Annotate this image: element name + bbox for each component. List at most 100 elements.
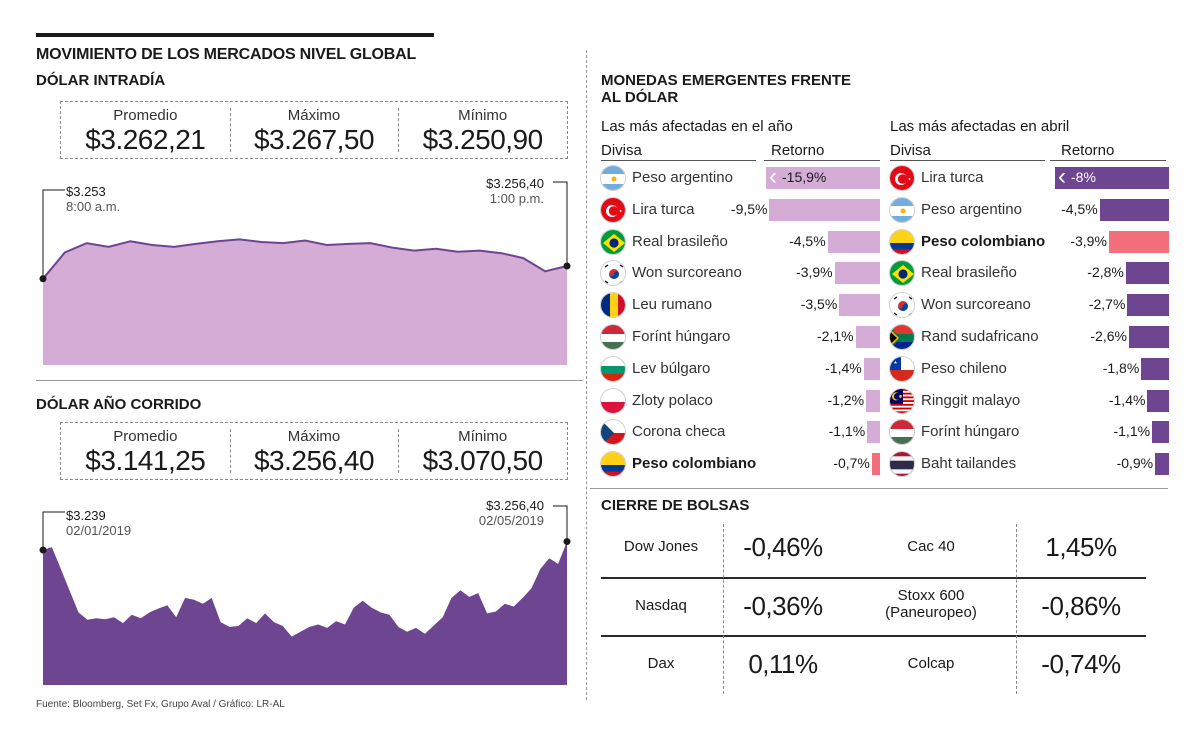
stock-index-value: 0,11% — [748, 649, 818, 680]
april-row: Forínt húngaro -1,1% — [887, 416, 1172, 448]
april-row: Peso colombiano -3,9% — [887, 226, 1172, 258]
intraday-stat-min: Mínimo $3.250,90 — [398, 102, 567, 158]
april-row: Lira turca ‹ -8% — [887, 162, 1172, 194]
intraday-end-leader — [553, 181, 568, 266]
stocks-column-divider — [1016, 524, 1017, 694]
year-row: Forínt húngaro -2,1% — [598, 321, 883, 353]
april-col-return: Retorno — [1061, 142, 1115, 159]
intraday-stats: Promedio $3.262,21 Máximo $3.267,50 Míni… — [60, 101, 568, 159]
year-row: Peso colombiano -0,7% — [598, 448, 883, 480]
stock-index-value: -0,36% — [743, 590, 823, 621]
year-return-label: -4,5% — [789, 232, 826, 249]
year-row: Peso argentino ‹ -15,9% — [598, 162, 883, 194]
yearly-end-dot — [563, 538, 571, 546]
flag-br-icon — [600, 228, 626, 255]
year-return-label: -15,9% — [782, 169, 827, 185]
april-row: Real brasileño -2,8% — [887, 257, 1172, 289]
flag-pl-icon — [600, 387, 626, 414]
april-return-label: -1,1% — [1113, 423, 1151, 440]
flag-hu-icon — [889, 419, 915, 446]
intraday-start-annotation: $3.253 8:00 a.m. — [66, 184, 120, 214]
stock-index-name: Dax — [647, 655, 675, 673]
april-return-bar — [1128, 326, 1169, 348]
year-currency-name: Won surcoreano — [632, 264, 742, 282]
yearly-start-dot — [39, 546, 47, 554]
yearly-chart — [39, 505, 571, 685]
section-divider — [36, 380, 583, 381]
year-currency-name: Peso colombiano — [632, 455, 757, 473]
currencies-heading-line2: AL DÓLAR — [601, 89, 679, 106]
stocks-row-divider — [601, 576, 1146, 579]
yearly-stat-min: Mínimo $3.070,50 — [398, 423, 567, 479]
stat-value: $3.256,40 — [253, 445, 375, 476]
year-row: Real brasileño -4,5% — [598, 226, 883, 258]
stat-label: Máximo — [287, 428, 341, 445]
year-return-label: -0,7% — [833, 455, 870, 472]
year-table-title: Las más afectadas en el año — [601, 118, 793, 135]
april-row: Peso chileno -1,8% — [887, 353, 1172, 385]
year-col-return: Retorno — [771, 142, 825, 159]
april-return-bar — [1152, 421, 1169, 444]
year-return-bar — [863, 357, 880, 380]
stock-index-value: 1,45% — [1045, 532, 1117, 562]
yearly-end-date: 02/05/2019 — [478, 513, 544, 528]
stock-index-value: -0,86% — [1041, 590, 1121, 621]
april-return-label: -0,9% — [1116, 455, 1154, 472]
truncated-chevron-icon: ‹ — [769, 163, 777, 190]
year-header-rule — [764, 160, 880, 161]
stock-index-name: Dow Jones — [623, 538, 699, 555]
april-return-bar — [1099, 198, 1169, 221]
year-return-bar — [855, 326, 880, 348]
intraday-chart — [39, 181, 571, 365]
flag-hu-icon — [600, 324, 626, 350]
intraday-stat-avg: Promedio $3.262,21 — [61, 102, 230, 158]
intraday-area — [43, 239, 567, 365]
year-currency-name: Zloty polaco — [632, 391, 713, 409]
flag-tr-icon — [889, 165, 915, 191]
april-currency-name: Baht tailandes — [921, 455, 1017, 473]
flag-ar-icon — [600, 165, 626, 191]
yearly-area — [43, 541, 567, 685]
flag-ar-icon — [889, 196, 915, 223]
april-header-rule — [1050, 160, 1166, 161]
stock-index-name: Colcap — [907, 655, 955, 673]
flag-za-icon — [889, 324, 915, 350]
yearly-heading: DÓLAR AÑO CORRIDO — [36, 396, 202, 413]
year-currency-name: Real brasileño — [632, 232, 728, 250]
april-row: Rand sudafricano -2,6% — [887, 321, 1172, 353]
intraday-stat-max: Máximo $3.267,50 — [229, 102, 399, 158]
year-row: Zloty polaco -1,2% — [598, 385, 883, 417]
april-table-title: Las más afectadas en abril — [890, 118, 1070, 135]
stock-index-name: Nasdaq — [635, 596, 687, 614]
stat-label: Promedio — [113, 107, 178, 124]
april-return-bar — [1108, 230, 1169, 253]
april-return-bar — [1155, 453, 1169, 476]
yearly-start-date: 02/01/2019 — [66, 523, 132, 538]
year-row: Lira turca -9,5% — [598, 194, 883, 226]
year-return-bar — [866, 389, 880, 412]
april-row: Ringgit malayo -1,4% — [887, 385, 1172, 417]
year-row: Leu rumano -3,5% — [598, 289, 883, 321]
stock-index-subname: (Paneuropeo) — [885, 603, 977, 621]
year-row: Lev búlgaro -1,4% — [598, 353, 883, 385]
april-return-label: -3,9% — [1070, 232, 1107, 249]
april-return-label: -2,8% — [1087, 264, 1124, 281]
stat-label: Promedio — [113, 428, 178, 445]
year-header-rule — [601, 160, 756, 161]
april-return-bar — [1127, 294, 1169, 317]
april-currency-name: Peso argentino — [921, 200, 1022, 218]
yearly-end-annotation: $3.256,40 02/05/2019 — [420, 498, 544, 528]
intraday-heading: DÓLAR INTRADÍA — [36, 72, 166, 89]
stocks-divider — [590, 488, 1168, 489]
yearly-stat-avg: Promedio $3.141,25 — [61, 423, 230, 479]
april-row: Baht tailandes -0,9% — [887, 448, 1172, 480]
april-currency-name: Peso colombiano — [921, 232, 1046, 250]
april-return-label: -2,7% — [1088, 296, 1126, 313]
year-return-label: -1,4% — [825, 359, 862, 376]
april-return-bar — [1125, 262, 1169, 285]
intraday-start-dot — [39, 275, 47, 283]
year-col-currency: Divisa — [601, 142, 642, 159]
year-row: Won surcoreano -3,9% — [598, 257, 883, 289]
flag-co-icon — [600, 451, 626, 478]
flag-bg-icon — [600, 355, 626, 382]
